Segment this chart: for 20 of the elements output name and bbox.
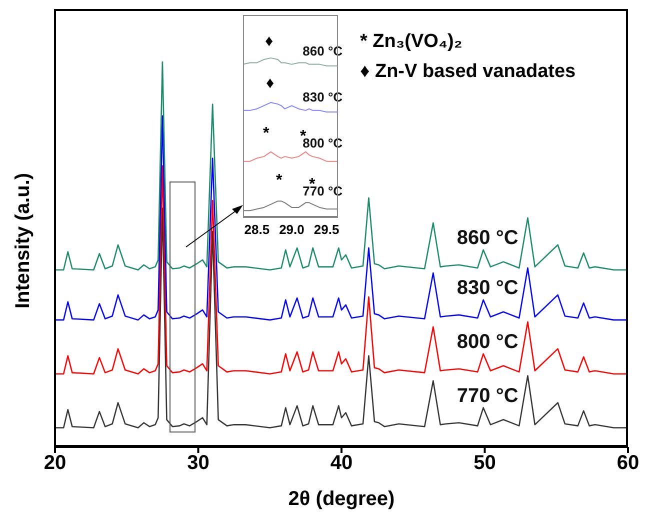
annotation: *	[276, 172, 282, 189]
y-axis-title: Intensity (a.u.)	[12, 172, 34, 308]
annotation: ♦	[266, 75, 274, 92]
annotation: ♦ Zn-V based vanadates	[360, 61, 576, 82]
annotation: *	[263, 125, 270, 142]
x-tick-label: 40	[330, 452, 353, 474]
series-label: 770 °C	[456, 384, 518, 407]
x-tick-label: 29.5	[314, 222, 340, 238]
series-label: 800 °C	[456, 330, 518, 353]
x-tick-label: 30	[187, 452, 210, 474]
x-tick-label: 50	[474, 452, 496, 474]
x-tick-label: 29.0	[279, 222, 304, 238]
x-axis-title: 2θ (degree)	[288, 488, 395, 510]
text: * Zn₃(VO₄)₂	[360, 31, 462, 52]
series-label: 830 °C	[456, 277, 518, 300]
text: ♦	[265, 33, 274, 50]
series-label: 860 °C	[456, 226, 518, 249]
x-tick-label: 20	[44, 452, 66, 474]
x-tick-label: 60	[616, 452, 640, 474]
x-tick-label: 28.5	[244, 222, 270, 238]
